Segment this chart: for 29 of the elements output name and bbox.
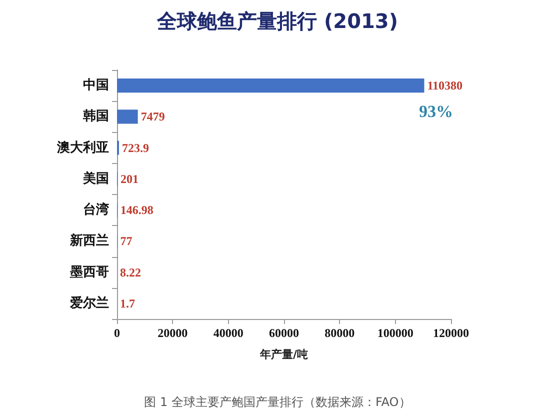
x-tick-label: 80000 <box>324 326 355 340</box>
x-tick-label: 60000 <box>269 326 299 340</box>
data-label: 7479 <box>140 110 165 124</box>
y-tick-label: 爱尔兰 <box>69 294 109 311</box>
x-axis-title: 年产量/吨 <box>258 348 308 361</box>
y-tick-label: 美国 <box>82 170 109 186</box>
chart-title: 全球鲍鱼产量排行 (2013) <box>156 9 398 33</box>
annotation: 93% <box>419 102 453 121</box>
x-tick-label: 100000 <box>377 326 414 340</box>
y-tick-label: 中国 <box>83 78 109 94</box>
y-tick-label: 澳大利亚 <box>56 139 109 156</box>
y-tick-label: 墨西哥 <box>69 264 109 280</box>
x-tick-label: 40000 <box>213 326 244 340</box>
data-label: 1.7 <box>120 296 136 310</box>
data-label: 77 <box>120 234 132 248</box>
data-label: 8.22 <box>120 265 142 280</box>
y-tick-label: 台湾 <box>83 202 109 218</box>
y-tick-label: 新西兰 <box>69 232 109 249</box>
x-tick-label: 0 <box>114 326 120 340</box>
bar <box>117 78 424 93</box>
data-label: 146.98 <box>120 203 154 218</box>
data-label: 723.9 <box>122 140 150 155</box>
data-label: 110380 <box>427 78 463 93</box>
x-tick-label: 120000 <box>433 326 469 340</box>
x-tick-label: 20000 <box>158 326 188 340</box>
data-label: 201 <box>120 172 139 186</box>
bar <box>117 110 138 124</box>
y-tick-label: 韩国 <box>82 109 109 124</box>
caption: 图 1 全球主要产鲍国产量排行（数据来源：FAO） <box>144 395 411 409</box>
